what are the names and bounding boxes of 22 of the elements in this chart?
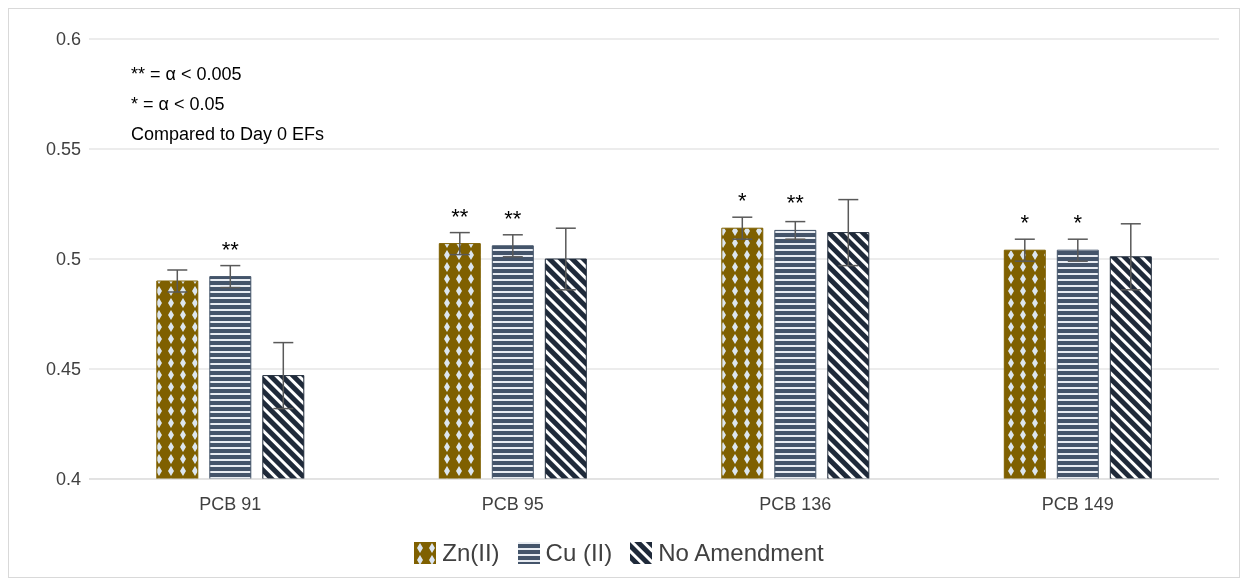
data-label: **	[221, 236, 240, 262]
data-label: *	[1073, 210, 1083, 236]
x-tick-label: PCB 91	[199, 493, 262, 514]
text: Zn(II)	[442, 539, 500, 567]
annotation: ** = α < 0.005	[131, 63, 243, 86]
data-label: *	[1020, 210, 1030, 236]
x-tick-label: PCB 149	[1041, 493, 1114, 514]
y-tick-label: 0.45	[45, 359, 81, 380]
y-tick-label: 0.6	[55, 29, 81, 50]
annotation: Compared to Day 0 EFs	[131, 123, 325, 146]
y-tick-label: 0.4	[55, 469, 81, 490]
data-label: *	[738, 188, 748, 214]
data-label: **	[451, 203, 469, 229]
annotation: * = α < 0.05	[131, 93, 226, 116]
x-tick-label: PCB 136	[759, 493, 832, 514]
y-tick-label: 0.55	[45, 139, 81, 160]
y-tick-label: 0.5	[55, 249, 81, 270]
text: Cu (II)	[545, 539, 613, 567]
x-tick-label: PCB 95	[481, 493, 544, 514]
data-label: **	[786, 190, 805, 216]
data-label: **	[504, 205, 522, 231]
text: No Amendment	[658, 539, 824, 567]
